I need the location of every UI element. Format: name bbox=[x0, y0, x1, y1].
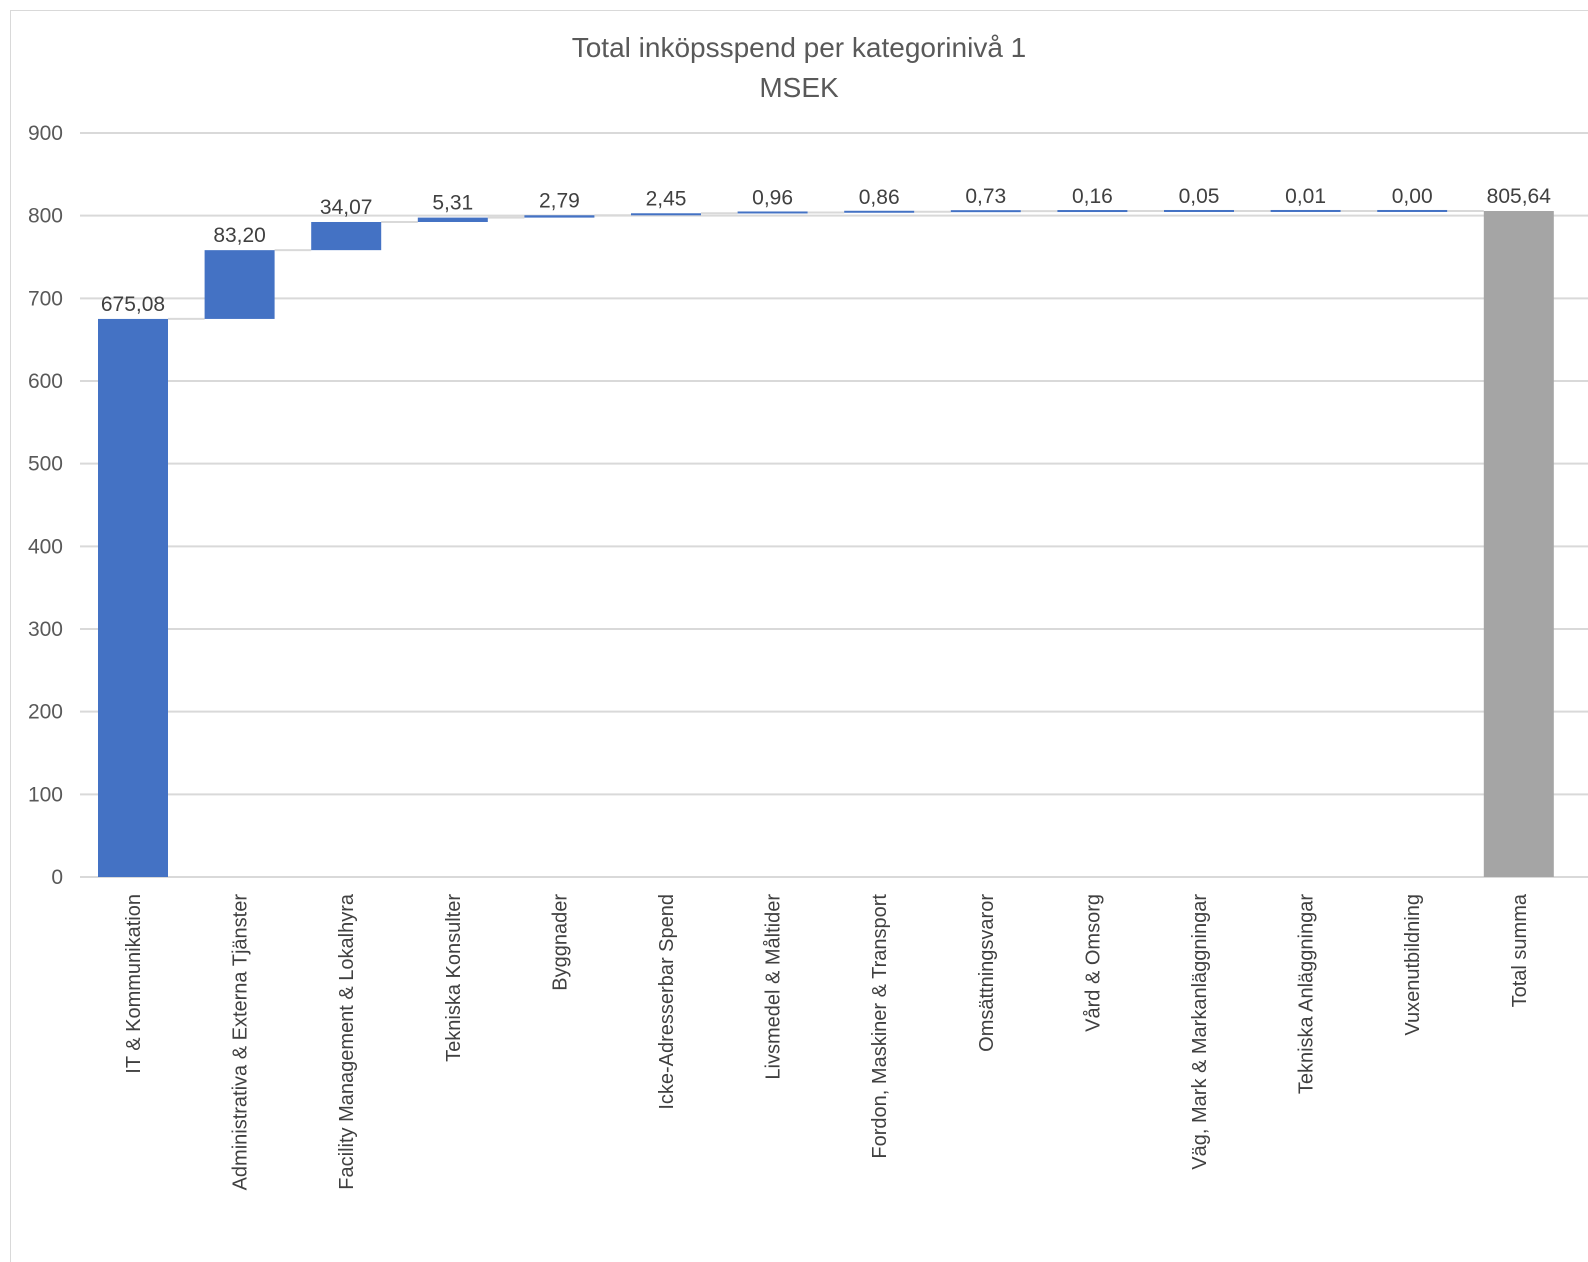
data-label: 2,79 bbox=[539, 189, 580, 212]
x-tick-label: Administrativa & Externa Tjänster bbox=[230, 894, 252, 1191]
bar bbox=[204, 250, 275, 319]
bars bbox=[98, 209, 1554, 878]
bar bbox=[737, 211, 808, 214]
x-tick-label: Omsättningsvaror bbox=[976, 894, 998, 1052]
chart-frame bbox=[10, 10, 1588, 1262]
x-tick-label: Byggnader bbox=[549, 894, 571, 991]
y-tick-label: 100 bbox=[28, 783, 63, 806]
x-tick-label: Facility Management & Lokalhyra bbox=[336, 893, 358, 1190]
x-tick-label: IT & Kommunikation bbox=[123, 894, 145, 1074]
bar bbox=[950, 210, 1021, 213]
x-tick-label: Fordon, Maskiner & Transport bbox=[869, 894, 891, 1159]
y-tick-label: 400 bbox=[28, 535, 63, 558]
data-label: 0,96 bbox=[752, 186, 793, 209]
y-axis: 0 100 200 300 400 500 600 700 800 900 bbox=[28, 122, 63, 889]
data-label: 675,08 bbox=[101, 293, 165, 316]
chart-subtitle: MSEK bbox=[759, 72, 839, 103]
chart-title-block: Total inköpsspend per kategorinivå 1 MSE… bbox=[0, 28, 1588, 108]
y-tick-label: 700 bbox=[28, 287, 63, 310]
y-tick-label: 900 bbox=[28, 122, 63, 145]
data-label: 2,45 bbox=[646, 187, 687, 210]
x-tick-label: Total summa bbox=[1509, 893, 1531, 1007]
x-tick-label: Vuxenutbildning bbox=[1402, 894, 1424, 1036]
data-labels: 675,08 83,20 34,07 5,31 2,79 2,45 0,96 0,86 0,73… bbox=[101, 185, 1551, 316]
x-tick-label: Tekniska Konsulter bbox=[443, 894, 465, 1062]
x-tick-label: Vård & Omsorg bbox=[1082, 894, 1104, 1032]
y-tick-label: 800 bbox=[28, 205, 63, 228]
data-label: 34,07 bbox=[320, 196, 373, 219]
bar bbox=[1164, 209, 1234, 212]
bar bbox=[1270, 209, 1341, 212]
total-bar bbox=[1483, 211, 1554, 877]
x-tick-label: Livsmedel & Måltider bbox=[763, 894, 785, 1080]
data-label: 805,64 bbox=[1487, 185, 1552, 208]
x-tick-label: Icke-Adresserbar Spend bbox=[656, 894, 678, 1110]
bar bbox=[844, 210, 915, 213]
data-label: 0,73 bbox=[965, 185, 1006, 208]
data-label: 5,31 bbox=[432, 192, 473, 215]
data-label: 83,20 bbox=[213, 224, 266, 247]
x-axis: IT & Kommunikation Administrativa & Exter… bbox=[123, 893, 1531, 1190]
connectors bbox=[168, 209, 1484, 320]
chart-title: Total inköpsspend per kategorinivå 1 bbox=[571, 32, 1027, 63]
data-label: 0,86 bbox=[859, 186, 900, 209]
bar bbox=[311, 221, 382, 251]
bar bbox=[1377, 209, 1448, 212]
gridlines bbox=[80, 132, 1588, 878]
bar bbox=[631, 213, 701, 216]
y-tick-label: 300 bbox=[28, 618, 63, 641]
y-tick-label: 600 bbox=[28, 370, 63, 393]
data-label: 0,05 bbox=[1179, 185, 1220, 208]
y-tick-label: 0 bbox=[51, 866, 63, 889]
y-tick-label: 200 bbox=[28, 701, 63, 724]
bar bbox=[98, 318, 168, 878]
x-tick-label: Väg, Mark & Markanläggningar bbox=[1189, 894, 1211, 1170]
bar bbox=[524, 215, 595, 218]
data-label: 0,16 bbox=[1072, 185, 1113, 208]
bar bbox=[417, 217, 488, 222]
x-tick-label: Tekniska Anläggningar bbox=[1296, 894, 1318, 1094]
y-tick-label: 500 bbox=[28, 453, 63, 476]
data-label: 0,01 bbox=[1285, 185, 1326, 208]
bar bbox=[1057, 210, 1128, 213]
data-label: 0,00 bbox=[1392, 185, 1433, 208]
